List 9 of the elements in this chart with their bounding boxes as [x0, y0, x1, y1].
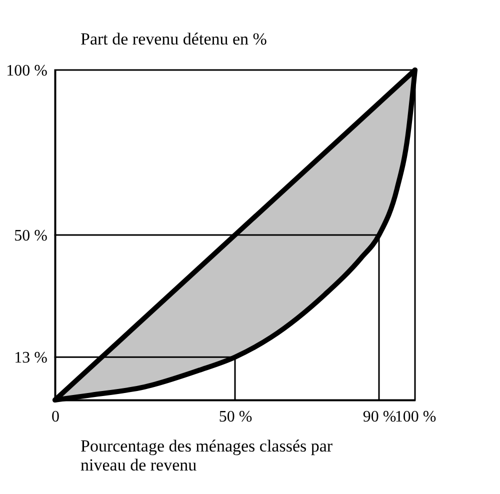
x-tick-label: 50 %	[218, 408, 252, 426]
y-tick-label: 50 %	[14, 228, 48, 244]
x-tick-label: 100 %	[394, 408, 436, 426]
y-axis-title: Part de revenu détenu en %	[80, 30, 267, 48]
x-axis-title: Pourcentage des ménages classés par niveau de revenu	[80, 436, 333, 474]
y-tick-label: 13 %	[14, 350, 48, 367]
x-tick-label: 0	[52, 408, 60, 426]
y-tick-label: 100 %	[6, 62, 48, 80]
x-tick-label: 90 %	[362, 408, 396, 426]
